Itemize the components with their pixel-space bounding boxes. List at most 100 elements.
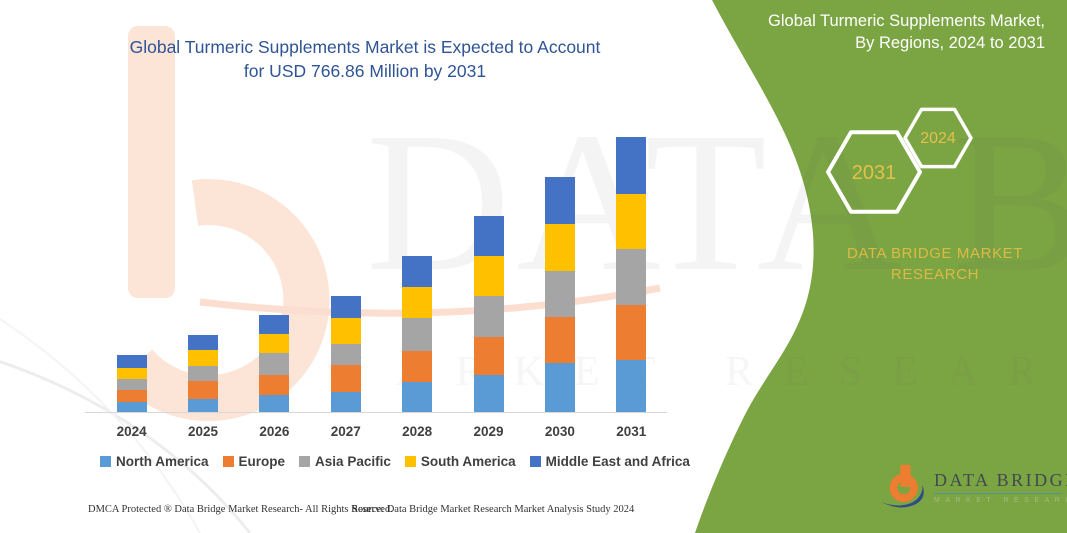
bar-segment-middle-east-and-africa-2025 bbox=[188, 335, 219, 351]
bar-stack-2029 bbox=[473, 216, 504, 413]
bar-segment-europe-2024 bbox=[116, 390, 147, 402]
bar-segment-north-america-2026 bbox=[259, 395, 290, 413]
x-axis-line bbox=[85, 412, 667, 413]
x-axis-label-2029: 2029 bbox=[473, 424, 504, 439]
watermark-b-stem bbox=[128, 26, 175, 298]
hexagon-2024 bbox=[903, 107, 973, 169]
legend-swatch-europe bbox=[222, 456, 234, 467]
bar-segment-europe-2028 bbox=[402, 350, 433, 383]
logo-b-bowl bbox=[889, 473, 918, 502]
green-shape bbox=[695, 0, 1067, 533]
bar-segment-south-america-2030 bbox=[544, 224, 575, 272]
x-axis-label-2027: 2027 bbox=[330, 424, 361, 439]
bar-segment-south-america-2027 bbox=[330, 318, 361, 345]
legend-swatch-south-america bbox=[404, 456, 416, 467]
x-axis-label-2031: 2031 bbox=[616, 424, 647, 439]
side-panel-title-line2: By Regions, 2024 to 2031 bbox=[855, 33, 1045, 52]
bar-segment-asia-pacific-2028 bbox=[402, 318, 433, 351]
watermark-b-bowl bbox=[117, 179, 330, 422]
legend-item-middle-east-and-africa: Middle East and Africa bbox=[529, 454, 690, 469]
bar-segment-south-america-2025 bbox=[188, 350, 219, 366]
bar-segment-europe-2026 bbox=[259, 374, 290, 395]
company-logo: DATA BRIDGE MARKET RESEARCH bbox=[878, 462, 1067, 512]
year-badge-2031: 2031 bbox=[851, 162, 897, 184]
bar-segment-asia-pacific-2026 bbox=[259, 353, 290, 375]
bar-segment-middle-east-and-africa-2029 bbox=[473, 216, 504, 256]
legend-item-asia-pacific: Asia Pacific bbox=[299, 454, 391, 469]
logo-brand-text: DATA BRIDGE bbox=[934, 470, 1067, 490]
footer-source-text: Source: Data Bridge Market Research Mark… bbox=[352, 504, 635, 515]
bar-segment-south-america-2031 bbox=[616, 194, 647, 250]
bar-segment-middle-east-and-africa-2028 bbox=[402, 256, 433, 287]
bar-segment-asia-pacific-2030 bbox=[544, 271, 575, 318]
legend-item-europe: Europe bbox=[222, 454, 285, 469]
bar-segment-north-america-2028 bbox=[402, 382, 433, 413]
bar-segment-europe-2029 bbox=[473, 336, 504, 375]
bar-stack-2025 bbox=[188, 335, 219, 413]
bar-segment-middle-east-and-africa-2026 bbox=[259, 314, 290, 335]
bar-segment-north-america-2027 bbox=[330, 391, 361, 413]
data-bridge-logo-icon bbox=[880, 464, 924, 508]
bar-column-2025 bbox=[167, 128, 238, 413]
x-axis-label-2025: 2025 bbox=[188, 424, 219, 439]
bar-stack-2026 bbox=[259, 314, 290, 413]
legend-label-north-america: North America bbox=[116, 454, 209, 469]
bar-stack-2030 bbox=[544, 177, 575, 413]
bar-column-2024 bbox=[96, 128, 167, 413]
legend-label-south-america: South America bbox=[420, 454, 516, 469]
bar-stack-2027 bbox=[330, 296, 361, 413]
bar-segment-europe-2031 bbox=[616, 304, 647, 360]
bar-segment-north-america-2031 bbox=[616, 359, 647, 413]
bar-segment-europe-2025 bbox=[188, 380, 219, 399]
watermark-gray-arc-2 bbox=[0, 317, 201, 533]
watermark-gray-arc bbox=[0, 360, 252, 533]
logo-text-block: DATA BRIDGE MARKET RESEARCH bbox=[934, 470, 1067, 504]
bar-segment-north-america-2025 bbox=[188, 399, 219, 413]
legend-item-south-america: South America bbox=[404, 454, 516, 469]
bar-segment-south-america-2024 bbox=[116, 367, 147, 380]
bar-segment-middle-east-and-africa-2031 bbox=[616, 136, 647, 195]
side-panel-title: Global Turmeric Supplements Market, By R… bbox=[685, 11, 1045, 54]
chart-legend: North America Europe Asia Pacific South Ame… bbox=[100, 454, 690, 469]
x-axis-label-2030: 2030 bbox=[544, 424, 575, 439]
chart-title-line2: for USD 766.86 Million by 2031 bbox=[243, 61, 487, 81]
bar-segment-asia-pacific-2025 bbox=[188, 365, 219, 381]
year-badge-2024: 2024 bbox=[920, 130, 956, 147]
side-panel-brand-line1: DATA BRIDGE MARKET bbox=[846, 245, 1024, 262]
legend-swatch-north-america bbox=[100, 456, 111, 467]
bar-segment-middle-east-and-africa-2027 bbox=[330, 296, 361, 319]
bar-segment-asia-pacific-2031 bbox=[616, 249, 647, 305]
x-axis-label-2028: 2028 bbox=[402, 424, 433, 439]
bar-segment-middle-east-and-africa-2030 bbox=[544, 177, 575, 225]
bar-segment-north-america-2030 bbox=[544, 363, 575, 413]
side-panel-title-line1: Global Turmeric Supplements Market, bbox=[768, 12, 1045, 30]
legend-swatch-middle-east-and-africa bbox=[529, 456, 541, 467]
bar-segment-middle-east-and-africa-2024 bbox=[116, 354, 147, 368]
legend-item-north-america: North America bbox=[100, 454, 209, 469]
bar-stack-2031 bbox=[616, 136, 647, 413]
bar-column-2027 bbox=[310, 128, 381, 413]
footer-dmca-text: DMCA Protected ® Data Bridge Market Rese… bbox=[88, 504, 393, 515]
bar-column-2026 bbox=[239, 128, 310, 413]
bar-stack-2024 bbox=[116, 354, 147, 413]
bar-segment-asia-pacific-2027 bbox=[330, 344, 361, 365]
bar-column-2029 bbox=[453, 128, 524, 413]
bar-column-2031 bbox=[596, 128, 667, 413]
side-panel-brand: DATA BRIDGE MARKET RESEARCH bbox=[810, 243, 1060, 285]
legend-swatch-asia-pacific bbox=[299, 456, 311, 467]
side-panel-brand-line2: RESEARCH bbox=[890, 266, 980, 283]
bar-segment-europe-2027 bbox=[330, 364, 361, 392]
bar-segment-north-america-2029 bbox=[473, 374, 504, 413]
chart-title: Global Turmeric Supplements Market is Ex… bbox=[90, 35, 640, 83]
bar-segment-south-america-2028 bbox=[402, 286, 433, 319]
x-axis-label-2024: 2024 bbox=[116, 424, 147, 439]
bar-segment-europe-2030 bbox=[544, 317, 575, 364]
bar-chart bbox=[96, 128, 667, 413]
x-axis-label-2026: 2026 bbox=[259, 424, 290, 439]
hexagon-2031 bbox=[826, 130, 922, 214]
x-axis-labels: 2024 2025 2026 2027 2028 2029 2030 2031 bbox=[96, 424, 667, 439]
chart-title-line1: Global Turmeric Supplements Market is Ex… bbox=[129, 37, 601, 57]
